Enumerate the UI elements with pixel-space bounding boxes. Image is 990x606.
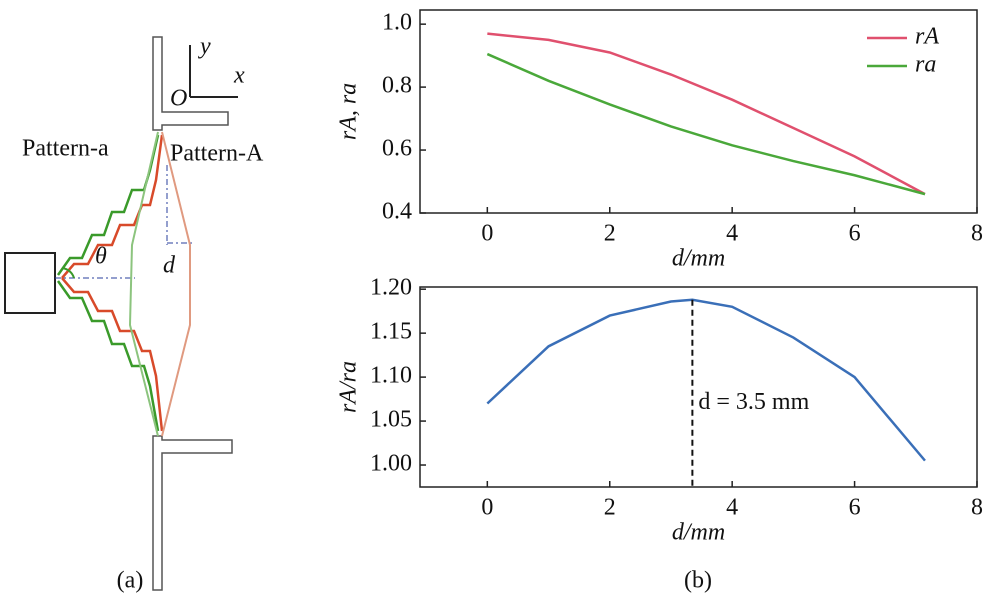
x-tick-label: 8	[971, 495, 983, 521]
x-tick-label: 2	[604, 221, 616, 247]
data-line	[486, 52, 926, 196]
diagram: y x O Pattern-a Pattern-A θ d (a) (b)	[4, 34, 712, 594]
source-box	[4, 252, 56, 314]
label: θ	[95, 244, 107, 270]
x-axis-label: d/mm	[672, 246, 725, 272]
x-tick-label: 6	[849, 221, 861, 247]
label: x	[233, 63, 245, 89]
x-tick-label: 0	[481, 221, 493, 247]
upper-plate	[152, 36, 229, 131]
x-tick-label: 2	[604, 495, 616, 521]
y-tick-label: 1.20	[370, 275, 412, 301]
label: Pattern-a	[22, 136, 109, 162]
data-line	[486, 298, 926, 462]
y-tick-label: 0.8	[382, 73, 412, 99]
pattern-a-lower	[56, 280, 160, 432]
x-tick-label: 4	[726, 221, 738, 247]
y-tick-label: 1.00	[370, 451, 412, 477]
y-tick-label: 0.4	[382, 199, 412, 225]
y-axis-label: rA/ra	[336, 361, 362, 413]
y-tick-label: 1.10	[370, 363, 412, 389]
x-tick-label: 6	[849, 495, 861, 521]
plot-frame	[419, 9, 978, 214]
y-tick-label: 1.0	[382, 10, 412, 36]
annotation-label: d = 3.5 mm	[698, 389, 809, 415]
legend-label: rA	[915, 24, 939, 50]
label: y	[198, 34, 211, 60]
label: O	[170, 86, 187, 112]
x-tick-label: 0	[481, 495, 493, 521]
lower-plate	[152, 435, 233, 591]
angle-arc	[61, 267, 75, 279]
label: d	[163, 253, 176, 279]
panel-label: (b)	[684, 568, 712, 594]
x-axis-label: d/mm	[672, 520, 725, 546]
pattern-A-lower	[61, 277, 164, 432]
panel-label: (a)	[117, 568, 144, 594]
data-line	[487, 32, 926, 196]
y-tick-label: 1.05	[370, 407, 412, 433]
x-tick-label: 4	[726, 495, 738, 521]
pattern-A-frame	[161, 131, 191, 437]
y-tick-label: 1.15	[370, 319, 412, 345]
pattern-a-frame	[128, 131, 159, 437]
y-tick-label: 0.6	[382, 136, 412, 162]
y-axis-label: rA, ra	[336, 83, 362, 140]
label: Pattern-A	[170, 141, 264, 167]
plot-frame	[419, 286, 978, 488]
pattern-A-upper	[61, 134, 164, 279]
legend-label: ra	[915, 52, 936, 78]
x-tick-label: 8	[971, 221, 983, 247]
